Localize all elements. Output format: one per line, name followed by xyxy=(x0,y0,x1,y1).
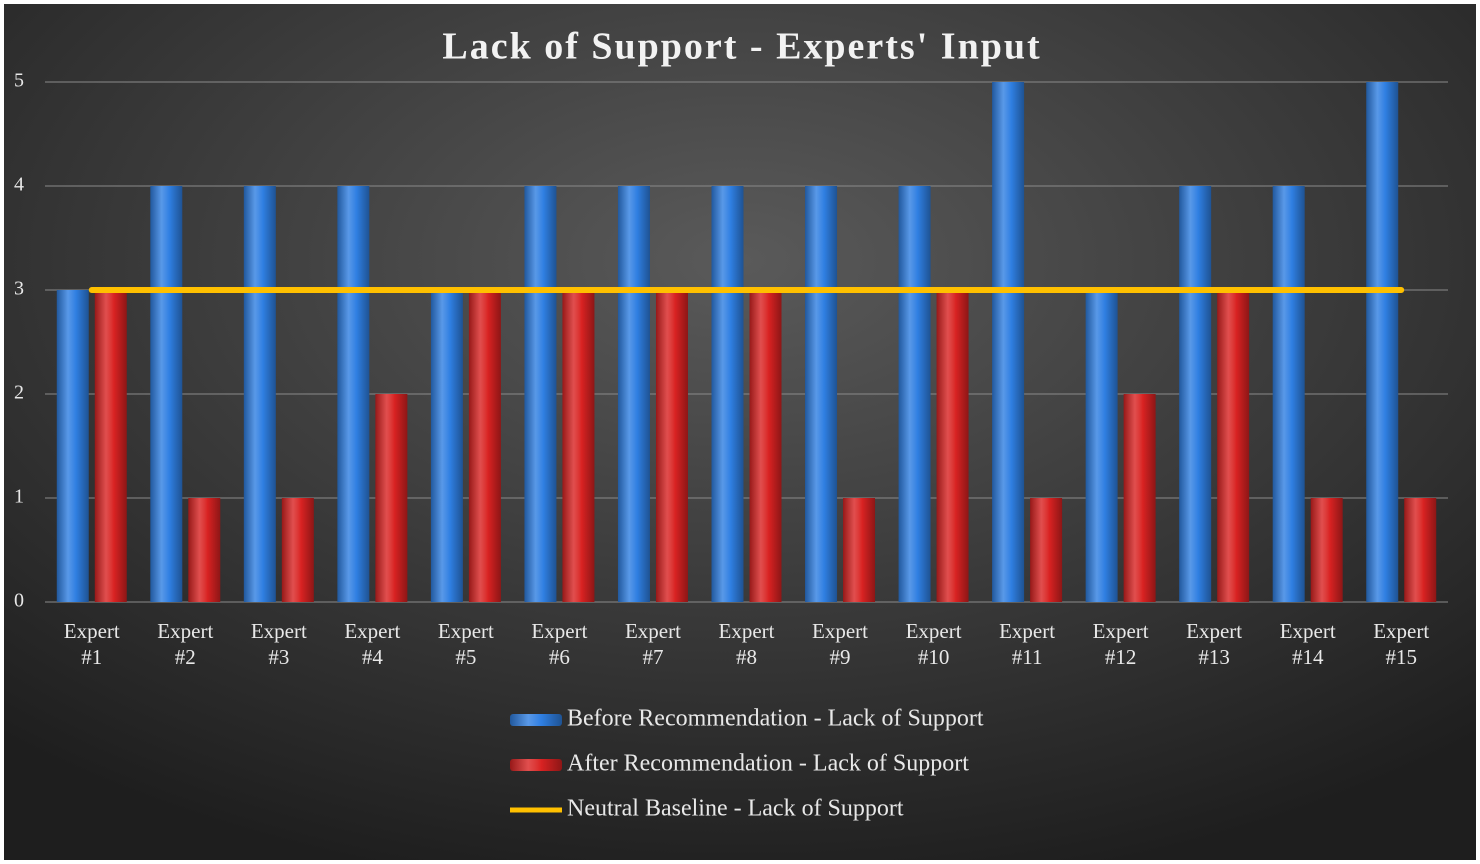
bar xyxy=(617,186,650,602)
chart-title: Lack of Support - Experts' Input xyxy=(442,26,1041,68)
bar xyxy=(1179,186,1212,602)
bar xyxy=(1030,498,1063,602)
y-tick-label: 3 xyxy=(14,278,24,300)
bar xyxy=(1085,290,1118,602)
x-tick-label: Expert #11 xyxy=(999,619,1056,669)
bar xyxy=(56,290,89,602)
x-tick-label: Expert #2 xyxy=(157,619,214,669)
x-tick-label: Expert #5 xyxy=(437,619,494,669)
y-tick-label: 2 xyxy=(14,382,24,404)
bar xyxy=(562,290,595,602)
y-tick-label: 5 xyxy=(14,70,24,92)
bar xyxy=(375,394,408,602)
x-tick-label: Expert #10 xyxy=(905,619,962,669)
bar xyxy=(1123,394,1156,602)
legend-label: Neutral Baseline - Lack of Support xyxy=(567,796,904,822)
x-tick-label: Expert #6 xyxy=(531,619,588,669)
bar xyxy=(243,186,276,602)
bar xyxy=(337,186,370,602)
bar xyxy=(1404,498,1437,602)
bar xyxy=(1366,82,1399,602)
x-tick-label: Expert #15 xyxy=(1373,619,1430,669)
bar xyxy=(188,498,221,602)
bar xyxy=(898,186,931,602)
legend-label: After Recommendation - Lack of Support xyxy=(567,751,969,777)
x-tick-label: Expert #3 xyxy=(250,619,307,669)
legend-label: Before Recommendation - Lack of Support xyxy=(567,706,984,732)
x-tick-label: Expert #4 xyxy=(344,619,401,669)
bar xyxy=(1272,186,1305,602)
bar xyxy=(524,186,557,602)
x-tick-label: Expert #14 xyxy=(1279,619,1336,669)
x-tick-label: Expert #8 xyxy=(718,619,775,669)
x-tick-label: Expert #7 xyxy=(624,619,681,669)
bar xyxy=(711,186,744,602)
bar xyxy=(936,290,969,602)
legend-swatch xyxy=(510,714,562,726)
y-tick-label: 0 xyxy=(14,590,24,612)
bar xyxy=(1217,290,1250,602)
bar xyxy=(1310,498,1343,602)
bar xyxy=(430,290,463,602)
bar xyxy=(749,290,782,602)
bar xyxy=(468,290,501,602)
bar xyxy=(281,498,314,602)
bar xyxy=(94,290,127,602)
x-tick-label: Expert #9 xyxy=(812,619,869,669)
bar xyxy=(655,290,688,602)
bar xyxy=(992,82,1025,602)
x-tick-label: Expert #1 xyxy=(63,619,120,669)
x-tick-label: Expert #12 xyxy=(1092,619,1149,669)
legend-swatch xyxy=(510,759,562,771)
y-tick-label: 4 xyxy=(14,174,24,196)
x-tick-label: Expert #13 xyxy=(1186,619,1243,669)
y-tick-label: 1 xyxy=(14,486,24,508)
bar xyxy=(843,498,876,602)
bar xyxy=(805,186,838,602)
bar xyxy=(150,186,183,602)
